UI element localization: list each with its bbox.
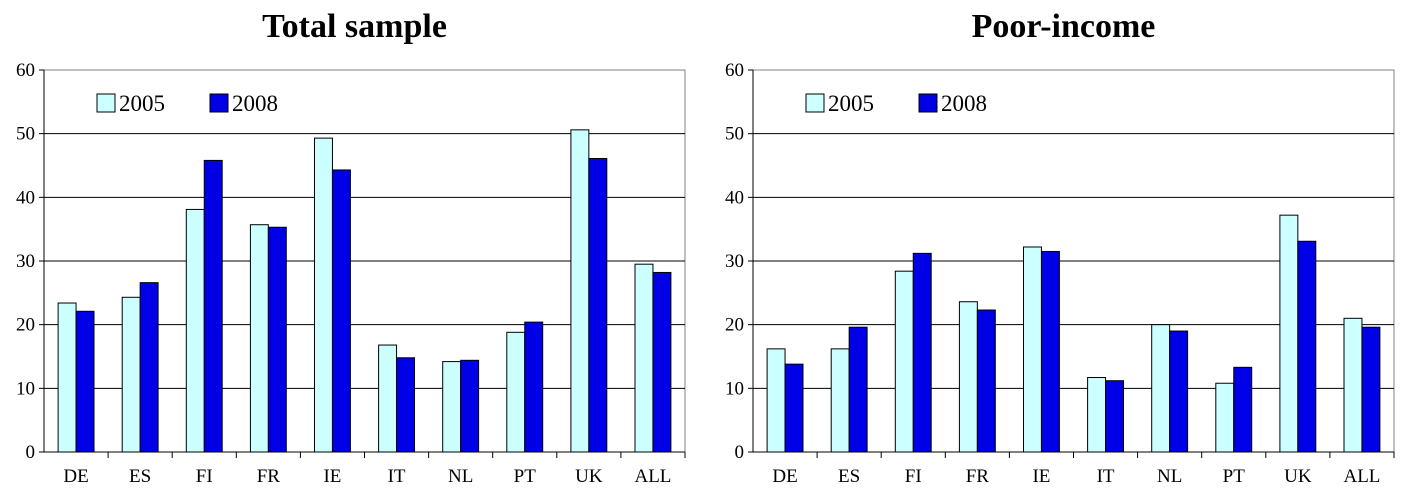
legend-label: 2005 <box>119 91 165 116</box>
chart-title: Total sample <box>262 8 447 45</box>
bar-2008-pt <box>524 321 544 453</box>
bar-2008-uk <box>1297 240 1317 453</box>
legend-swatch-2005 <box>96 93 116 113</box>
x-tick-label: IE <box>323 466 341 487</box>
x-tick-label: DE <box>772 466 797 487</box>
bar-2005-fi <box>185 208 205 453</box>
bar-2005-pt <box>1215 382 1235 453</box>
x-tick-label: FI <box>905 466 922 487</box>
bar-2008-fi <box>203 159 223 453</box>
bar-2005-es <box>121 296 141 453</box>
y-tick-label: 50 <box>16 124 35 145</box>
chart-svg: 0 10 20 30 40 50 60 DE ES FI FR IE IT NL PT UK ALL 2005 20… <box>725 60 1395 487</box>
y-tick-label: 40 <box>725 187 744 208</box>
bar-2005-ie <box>1023 246 1042 453</box>
chart-poor-income: Poor-income 0 10 20 30 40 50 60 DE ES FI FR IE IT NL P… <box>709 0 1418 500</box>
x-tick-label: ALL <box>634 466 671 487</box>
chart-total-sample: Total sample 0 10 20 30 40 50 60 DE ES FI FR IE IT NL… <box>16 8 686 487</box>
bar-2005-it <box>378 344 398 453</box>
chart-title: Poor-income <box>971 8 1156 45</box>
bar-2008-fi <box>912 252 932 453</box>
chart-svg: 0 10 20 30 40 50 60 DE ES FI FR IE IT NL PT UK ALL 2005 20… <box>16 60 686 487</box>
x-tick-label: ALL <box>1343 466 1380 487</box>
bar-2005-pt <box>506 331 526 453</box>
y-tick-label: 60 <box>16 60 35 81</box>
y-tick-label: 0 <box>26 442 36 463</box>
bar-2005-fr <box>958 301 978 453</box>
x-tick-label: NL <box>1157 466 1182 487</box>
x-tick-label: FR <box>966 466 990 487</box>
x-tick-label: UK <box>575 466 603 487</box>
legend-label: 2008 <box>941 91 987 116</box>
y-tick-label: 30 <box>16 251 35 272</box>
y-tick-label: 50 <box>725 124 744 145</box>
bar-2008-nl <box>460 359 480 453</box>
bar-2005-uk <box>1279 214 1299 453</box>
x-tick-label: PT <box>1223 466 1246 487</box>
bar-2008-fr <box>976 309 996 453</box>
x-tick-label: IT <box>388 466 406 487</box>
bar-2005-fr <box>249 224 269 453</box>
y-tick-label: 60 <box>725 60 744 81</box>
bar-2005-nl <box>1151 324 1171 453</box>
bar-2005-ie <box>314 137 333 453</box>
bar-2005-uk <box>570 129 590 453</box>
legend-swatch-2008 <box>918 93 938 113</box>
bar-2008-de <box>784 363 804 453</box>
bar-2008-it <box>1105 380 1124 453</box>
bar-2008-de <box>75 310 95 453</box>
bar-2008-uk <box>588 157 608 453</box>
bar-2008-ie <box>331 169 351 453</box>
x-tick-label: IE <box>1032 466 1050 487</box>
bar-2005-es <box>830 348 850 453</box>
x-tick-label: DE <box>63 466 88 487</box>
legend-label: 2008 <box>232 91 278 116</box>
y-tick-label: 10 <box>725 378 744 399</box>
x-tick-label: FR <box>257 466 281 487</box>
y-tick-label: 30 <box>725 251 744 272</box>
bar-2005-de <box>57 302 77 453</box>
x-tick-label: NL <box>448 466 473 487</box>
bar-2005-de <box>766 348 786 453</box>
legend-swatch-2008 <box>209 93 229 113</box>
bar-2005-it <box>1087 377 1107 453</box>
legend-label: 2005 <box>828 91 874 116</box>
bar-2008-es <box>139 282 159 453</box>
bar-2005-all <box>634 263 654 453</box>
x-tick-label: ES <box>129 466 151 487</box>
y-tick-label: 40 <box>16 187 35 208</box>
x-tick-label: IT <box>1097 466 1115 487</box>
bar-2008-fr <box>267 226 287 453</box>
x-tick-label: PT <box>514 466 537 487</box>
y-tick-label: 20 <box>16 315 35 336</box>
bar-2005-fi <box>894 270 914 453</box>
legend-swatch-2005 <box>805 93 825 113</box>
bar-2005-all <box>1343 317 1363 453</box>
y-tick-label: 20 <box>725 315 744 336</box>
x-tick-label: UK <box>1284 466 1312 487</box>
bar-2005-nl <box>442 361 462 453</box>
bar-2008-pt <box>1233 366 1253 453</box>
bar-2008-it <box>396 357 415 453</box>
x-tick-label: ES <box>838 466 860 487</box>
bar-2008-es <box>848 326 868 453</box>
bar-2008-ie <box>1040 250 1060 453</box>
bar-2008-all <box>652 271 672 453</box>
bar-2008-nl <box>1169 330 1189 453</box>
y-tick-label: 10 <box>16 378 35 399</box>
bar-2008-all <box>1361 326 1381 453</box>
y-tick-label: 0 <box>735 442 745 463</box>
x-tick-label: FI <box>196 466 213 487</box>
